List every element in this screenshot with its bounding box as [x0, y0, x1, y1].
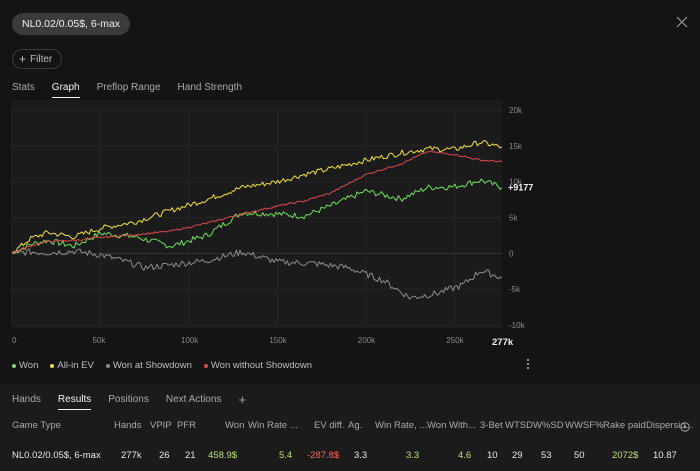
legend-no-showdown-marker: [203, 363, 208, 368]
filter-label: Filter: [30, 53, 53, 65]
col-rake-paid[interactable]: Rake paid: [603, 420, 646, 431]
cell-win-rate-2: 3.3: [406, 450, 420, 461]
col-hands[interactable]: Hands: [114, 420, 142, 431]
winnings-graph[interactable]: 0 50k 100k 150k 200k 250k 277k 20k 15k 10k 5k 0 -5k -…: [0, 100, 700, 360]
legend-showdown-marker: [105, 363, 110, 368]
legend-no-showdown-label: Won without Showdown: [210, 360, 313, 371]
cell-3bet: 10: [487, 450, 498, 461]
series-allin-ev: [11, 140, 503, 254]
x-end-label: 277k: [492, 337, 514, 348]
col-ev-diff[interactable]: EV diff.: [314, 420, 345, 431]
y-tick-label: -5k: [509, 285, 521, 294]
legend-allin-ev-label: All-in EV: [57, 360, 94, 371]
cell-pfr: 21: [185, 450, 196, 461]
series-no-showdown: [11, 150, 503, 254]
col-pfr[interactable]: PFR: [177, 420, 196, 431]
cell-win-rate: 5.4: [279, 450, 293, 461]
series-showdown: [11, 248, 503, 300]
tab-graph[interactable]: Graph: [51, 82, 80, 98]
col-wsd[interactable]: W%SD: [533, 420, 564, 431]
tab-stats[interactable]: Stats: [12, 82, 35, 93]
cell-wsd: 53: [541, 450, 552, 461]
tab-hands[interactable]: Hands: [12, 394, 41, 405]
cell-ev-diff: -287.8$: [307, 450, 340, 461]
tab-results[interactable]: Results: [57, 394, 92, 410]
col-3bet[interactable]: 3-Bet: [480, 420, 503, 431]
cell-hands: 277k: [121, 450, 142, 461]
chart-legend: Won All-in EV Won at Showdown Won withou…: [12, 360, 312, 371]
legend-won-marker: [12, 363, 16, 368]
legend-won[interactable]: Won: [12, 360, 38, 371]
table-settings-icon[interactable]: [679, 421, 691, 433]
series-won: [11, 178, 503, 254]
col-win-rate-2[interactable]: Win Rate, ...: [375, 420, 428, 431]
cell-won-with: 4.6: [458, 450, 472, 461]
col-game-type[interactable]: Game Type: [12, 420, 61, 431]
add-tab-button[interactable]: +: [238, 392, 247, 407]
col-win-rate[interactable]: Win Rate ...: [248, 420, 298, 431]
legend-won-label: Won: [19, 360, 39, 371]
table-header: Game Type Hands VPIP PFR Won Win Rate ..…: [0, 420, 700, 434]
x-tick-label: 50k: [92, 336, 106, 345]
legend-no-showdown[interactable]: Won without Showdown: [203, 360, 313, 371]
cell-dispersion: 10.87: [653, 450, 677, 461]
y-tick-label: 20k: [509, 106, 523, 115]
cell-ag: 3.3: [354, 450, 368, 461]
top-bar: NL0.02/0.05$, 6-max: [0, 0, 700, 48]
results-panel: [0, 384, 700, 471]
col-ag[interactable]: Ag.: [348, 420, 363, 431]
x-tick-label: 200k: [358, 336, 376, 345]
y-tick-label: -10k: [509, 321, 526, 330]
y-tick-label: 5k: [509, 214, 518, 223]
legend-allin-ev-marker: [50, 363, 55, 368]
x-tick-label: 100k: [181, 336, 199, 345]
end-value-label: +9177: [508, 183, 533, 193]
cell-wwsf: 50: [574, 450, 585, 461]
tab-positions[interactable]: Positions: [108, 394, 149, 405]
filter-button[interactable]: + Filter: [12, 49, 63, 69]
cell-vpip: 26: [159, 450, 170, 461]
col-won-with[interactable]: Won With...: [427, 420, 476, 431]
y-tick-label: 10k: [509, 178, 523, 187]
legend-allin-ev[interactable]: All-in EV: [50, 360, 94, 371]
plus-icon: +: [19, 52, 27, 66]
x-tick-label: 0: [12, 336, 17, 345]
view-tabs: Stats Graph Preflop Range Hand Strength: [12, 82, 242, 98]
graph-panel: [12, 100, 502, 328]
tab-hand-strength[interactable]: Hand Strength: [177, 82, 243, 93]
stake-selector[interactable]: NL0.02/0.05$, 6-max: [12, 13, 131, 35]
close-icon[interactable]: [676, 16, 688, 28]
col-wtsd[interactable]: WTSD: [505, 420, 533, 431]
x-tick-label: 150k: [269, 336, 287, 345]
col-won[interactable]: Won: [225, 420, 245, 431]
col-dispersion[interactable]: Dispersio...: [646, 420, 694, 431]
x-tick-label: 250k: [446, 336, 464, 345]
tab-next-actions[interactable]: Next Actions: [165, 394, 222, 405]
more-options-icon[interactable]: [526, 358, 530, 370]
legend-showdown-label: Won at Showdown: [112, 360, 192, 371]
tab-preflop-range[interactable]: Preflop Range: [96, 82, 161, 93]
y-tick-label: 15k: [509, 142, 523, 151]
cell-won: 458.9$: [208, 450, 238, 461]
cell-rake-paid: 2072$: [612, 450, 639, 461]
col-vpip[interactable]: VPIP: [150, 420, 172, 431]
table-row[interactable]: NL0.02/0.05$, 6-max 277k 26 21 458.9$ 5.…: [0, 450, 700, 466]
legend-showdown[interactable]: Won at Showdown: [105, 360, 192, 371]
cell-wtsd: 29: [512, 450, 523, 461]
col-wwsf[interactable]: WWSF%: [565, 420, 604, 431]
stats-tabs: Hands Results Positions Next Actions +: [12, 392, 247, 410]
cell-game-type: NL0.02/0.05$, 6-max: [12, 450, 101, 461]
y-tick-label: 0: [509, 249, 514, 258]
